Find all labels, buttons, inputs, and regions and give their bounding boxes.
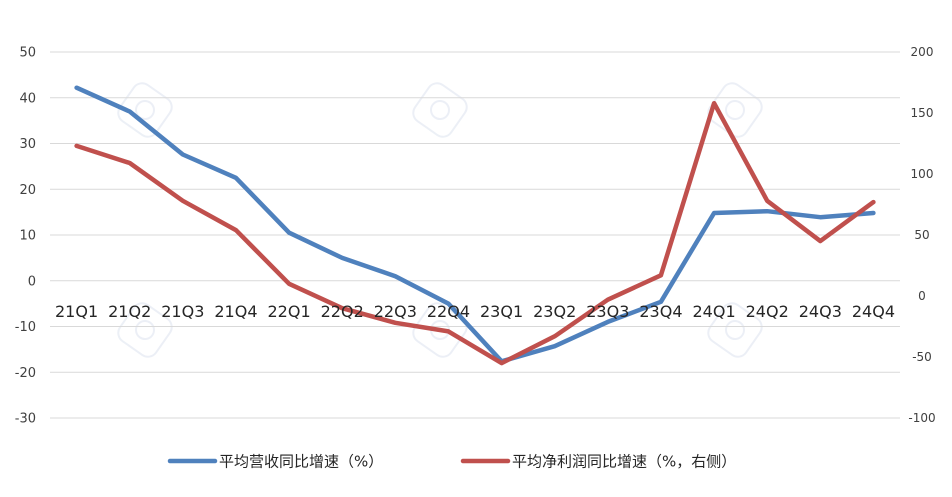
right-tick-label: -100 [908, 411, 935, 425]
right-y-axis: 200 150 100 50 0 -50 -100 [908, 45, 935, 425]
right-tick-label: 200 [911, 45, 934, 59]
x-tick-label: 23Q1 [480, 302, 523, 321]
left-tick-label: 20 [19, 183, 36, 198]
legend-label-2: 平均净利润同比增速（%，右侧） [512, 453, 736, 471]
right-tick-label: -50 [912, 350, 932, 364]
right-tick-label: 0 [918, 289, 926, 303]
x-tick-label: 23Q3 [586, 302, 629, 321]
x-tick-label: 23Q4 [639, 302, 682, 321]
legend: 平均营收同比增速（%） 平均净利润同比增速（%，右侧） [170, 453, 736, 471]
right-tick-label: 50 [914, 228, 929, 242]
watermark-logo-mark [427, 97, 452, 122]
x-tick-label: 22Q2 [321, 302, 364, 321]
x-tick-label: 22Q3 [374, 302, 417, 321]
x-axis-labels: 21Q1 21Q2 21Q3 21Q4 22Q1 22Q2 22Q3 22Q4 23Q1 23Q2… [55, 302, 895, 321]
gridlines [50, 52, 900, 418]
x-tick-label: 23Q2 [533, 302, 576, 321]
x-tick-label: 24Q4 [852, 302, 895, 321]
x-tick-label: 21Q4 [214, 302, 257, 321]
watermark-logo [409, 79, 470, 140]
x-tick-label: 24Q2 [746, 302, 789, 321]
left-y-axis: 50 40 30 20 10 0 -10 -20 -30 [15, 46, 36, 427]
left-tick-label: 30 [19, 137, 36, 152]
left-tick-label: 40 [19, 91, 36, 106]
left-tick-label: 10 [19, 229, 36, 244]
x-tick-label: 21Q1 [55, 302, 98, 321]
x-tick-label: 24Q3 [799, 302, 842, 321]
x-tick-label: 24Q1 [692, 302, 735, 321]
series-line-2 [77, 103, 874, 363]
x-tick-label: 21Q3 [161, 302, 204, 321]
right-tick-label: 150 [911, 106, 934, 120]
x-tick-label: 22Q1 [267, 302, 310, 321]
x-tick-label: 21Q2 [108, 302, 151, 321]
watermark-logo-mark [722, 97, 747, 122]
watermark-logo-mark [722, 317, 747, 342]
left-tick-label: 0 [28, 274, 36, 289]
left-tick-label: 50 [19, 46, 36, 61]
left-tick-label: -20 [15, 366, 36, 381]
watermark-logo-mark [132, 317, 157, 342]
legend-label-1: 平均营收同比增速（%） [219, 453, 383, 471]
x-tick-label: 22Q4 [427, 302, 470, 321]
watermark-logo-frame [409, 79, 470, 140]
left-tick-label: -30 [15, 412, 36, 427]
series-layer [77, 88, 874, 363]
left-tick-label: -10 [15, 320, 36, 335]
right-tick-label: 100 [911, 167, 934, 181]
